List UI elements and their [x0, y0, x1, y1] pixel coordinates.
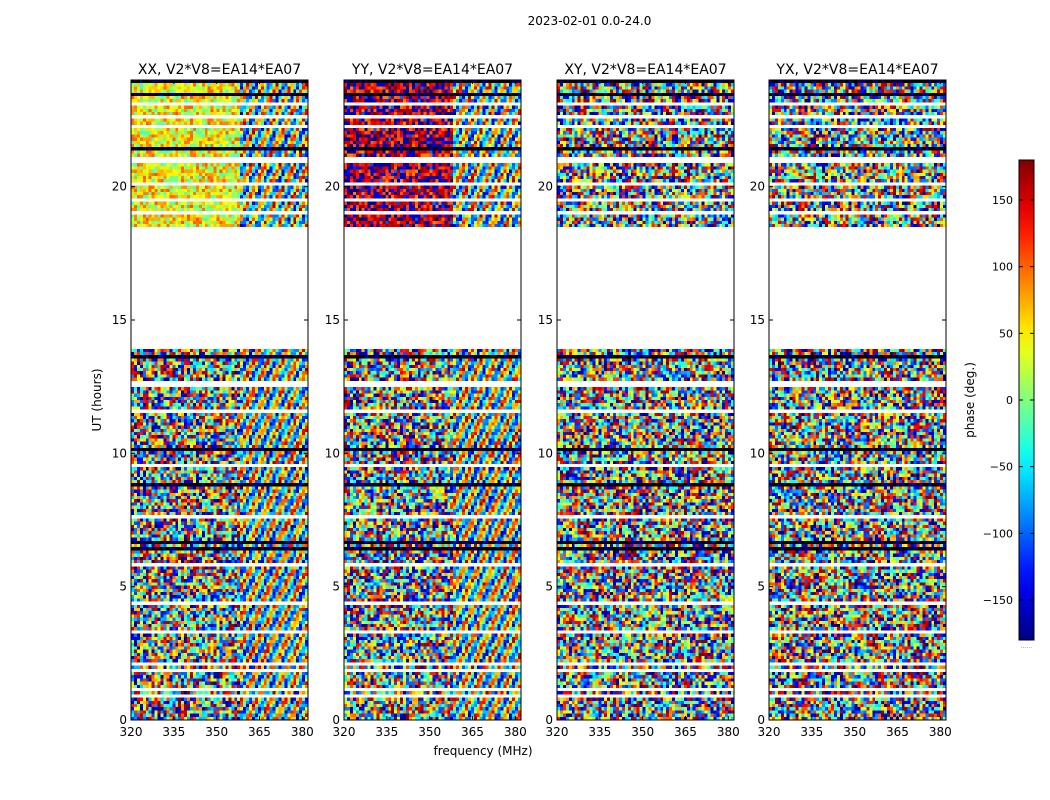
panel-frame: [768, 79, 947, 721]
colorbar-tick-label: −100: [983, 527, 1013, 540]
colorbar-tick-label: −150: [983, 594, 1013, 607]
panel-frame: [130, 79, 309, 721]
colorbar-tick-label: −50: [990, 461, 1013, 474]
panel-yx: YX, V2*V8=EA14*EA07 320 335 350 365 380 0 5 10 15…: [750, 62, 952, 739]
x-tick-label: 335: [375, 725, 398, 739]
y-tick-label: 15: [750, 313, 765, 327]
x-tick-label: 320: [333, 725, 356, 739]
colorbar-footer: ......: [1021, 643, 1033, 650]
x-tick-label: 335: [588, 725, 611, 739]
x-tick-label: 380: [717, 725, 740, 739]
y-tick-label: 15: [112, 313, 127, 327]
colorbar: −150 −100 −50 0 50 100 150 phase (deg.)......: [963, 159, 1035, 650]
panel-xy: XY, V2*V8=EA14*EA07 320 335 350 365 380 0 5 10 15…: [538, 62, 740, 739]
y-tick-label: 20: [750, 180, 765, 194]
colorbar-tick-label: 150: [992, 194, 1013, 207]
heatmap-image: [769, 80, 946, 720]
x-tick-label: 380: [291, 725, 314, 739]
y-axis-label: UT (hours): [90, 368, 104, 431]
panel-title: XX, V2*V8=EA14*EA07: [138, 62, 301, 78]
panel-title: YX, V2*V8=EA14*EA07: [775, 62, 938, 78]
y-tick-label: 15: [325, 313, 340, 327]
figure-suptitle: 2023-02-01 0.0-24.0: [527, 14, 652, 28]
y-tick-label: 10: [538, 446, 553, 460]
x-tick-label: 365: [886, 725, 909, 739]
y-tick-label: 10: [112, 446, 127, 460]
x-tick-label: 320: [546, 725, 569, 739]
x-tick-label: 335: [800, 725, 823, 739]
y-tick-label: 10: [750, 446, 765, 460]
y-tick-label: 0: [332, 713, 340, 727]
x-tick-label: 365: [461, 725, 484, 739]
x-tick-label: 335: [162, 725, 185, 739]
y-tick-label: 5: [545, 580, 553, 594]
panel-frame: [556, 79, 735, 721]
heatmap-image: [344, 80, 521, 720]
colorbar-label: phase (deg.): [963, 362, 977, 438]
y-tick-label: 5: [332, 580, 340, 594]
x-tick-label: 365: [248, 725, 271, 739]
y-tick-label: 20: [325, 180, 340, 194]
y-tick-label: 15: [538, 313, 553, 327]
y-tick-label: 0: [757, 713, 765, 727]
x-tick-label: 350: [843, 725, 866, 739]
panel-frame: [343, 79, 522, 721]
panel-title: YY, V2*V8=EA14*EA07: [351, 62, 513, 78]
panel-yy: YY, V2*V8=EA14*EA07 320 335 350 365 380 0 5 10 15…: [325, 62, 527, 739]
panel-xx: XX, V2*V8=EA14*EA07 320 335 350 365 380 0 5 10 15…: [112, 62, 314, 739]
y-tick-label: 5: [757, 580, 765, 594]
heatmap-image: [557, 80, 734, 720]
y-tick-label: 20: [538, 180, 553, 194]
x-tick-label: 320: [120, 725, 143, 739]
y-tick-label: 0: [119, 713, 127, 727]
panel-title: XY, V2*V8=EA14*EA07: [564, 62, 726, 78]
y-tick-label: 20: [112, 180, 127, 194]
y-tick-label: 5: [119, 580, 127, 594]
x-tick-label: 380: [504, 725, 527, 739]
colorbar-tick-label: 50: [999, 327, 1013, 340]
x-tick-label: 380: [929, 725, 952, 739]
x-axis-label: frequency (MHz): [433, 744, 532, 758]
x-tick-label: 350: [631, 725, 654, 739]
x-tick-label: 350: [205, 725, 228, 739]
colorbar-tick-label: 0: [1006, 394, 1013, 407]
x-tick-label: 365: [674, 725, 697, 739]
y-tick-label: 10: [325, 446, 340, 460]
heatmap-image: [131, 80, 308, 720]
x-tick-label: 320: [758, 725, 781, 739]
y-tick-label: 0: [545, 713, 553, 727]
x-tick-label: 350: [418, 725, 441, 739]
colorbar-tick-label: 100: [992, 261, 1013, 274]
